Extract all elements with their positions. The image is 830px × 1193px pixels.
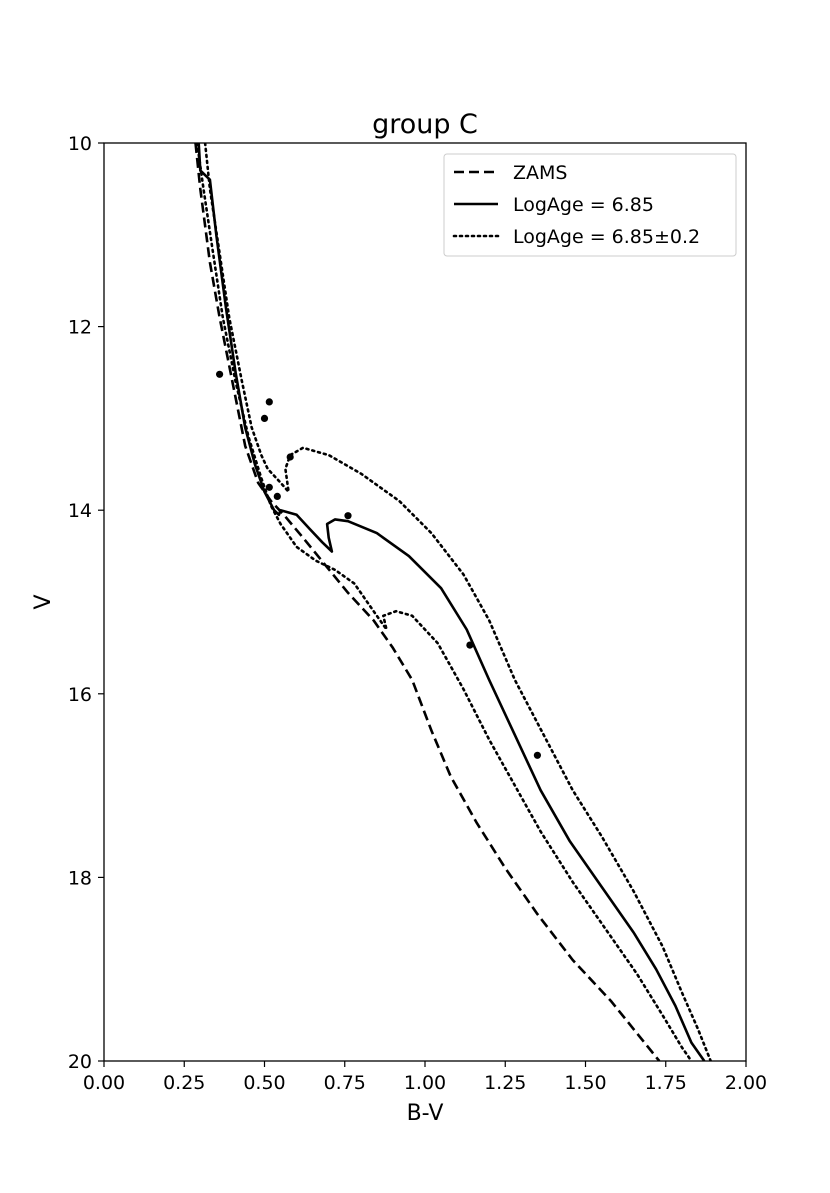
scatter-point-5 [273,492,281,500]
x-tick-label-6: 1.50 [564,1072,606,1094]
scatter-point-6 [344,512,352,520]
x-tick-label-3: 0.75 [324,1072,366,1094]
plot-lines [194,143,712,1061]
y-axis: 10 12 14 16 18 20 [68,133,104,1073]
series-line-3 [195,143,693,1061]
x-tick-label-4: 1.00 [404,1072,446,1094]
y-tick-label-3: 16 [68,684,92,706]
chart-title: group C [372,109,478,140]
scatter-point-8 [533,751,542,759]
x-tick-label-5: 1.25 [484,1072,526,1094]
x-tick-label-0: 0.00 [83,1072,125,1094]
x-tick-label-8: 2.00 [725,1072,767,1094]
scatter-point-2 [265,398,273,406]
x-tick-label-2: 0.50 [243,1072,285,1094]
scatter-point-4 [265,483,273,491]
legend-box [443,153,737,257]
legend-label-2: LogAge = 6.85±0.2 [513,226,700,248]
y-tick-label-0: 10 [68,133,92,155]
series-line-2 [203,143,712,1061]
y-tick-label-2: 14 [68,500,92,522]
legend-label-1: LogAge = 6.85 [513,194,654,216]
scatter-point-3 [286,453,294,461]
y-tick-label-5: 20 [68,1051,92,1073]
legend-label-0: ZAMS [513,162,567,184]
y-tick-label-1: 12 [68,317,92,339]
x-axis-label: B-V [407,1101,444,1126]
series-line-0 [194,143,661,1061]
scatter-point-7 [466,641,474,649]
plot-points [216,370,542,759]
y-axis-label: V [31,594,56,609]
x-axis: 0.00 0.25 0.50 0.75 1.00 1.25 1.50 1.75 2.00 [83,1061,767,1094]
legend: ZAMS LogAge = 6.85 LogAge = 6.85±0.2 [443,153,737,257]
scatter-point-0 [216,370,224,378]
x-tick-label-7: 1.75 [645,1072,687,1094]
y-tick-label-4: 18 [68,867,92,889]
scatter-point-1 [260,414,269,422]
x-tick-label-1: 0.25 [163,1072,205,1094]
